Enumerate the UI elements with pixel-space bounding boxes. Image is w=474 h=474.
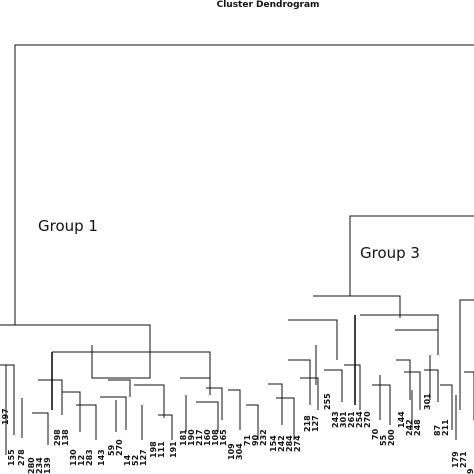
- leaf-label: 270: [363, 411, 372, 428]
- leaf-label: 232: [259, 429, 268, 446]
- leaf-label: 70: [371, 428, 380, 440]
- leaf-label: 154: [269, 435, 278, 452]
- leaf-label: 283: [85, 449, 94, 466]
- leaf-label: 14: [123, 454, 132, 466]
- leaf-labels: 197 155 278 280 234 139 298 138 130 12 2…: [1, 393, 474, 474]
- leaf-label: 234: [35, 457, 44, 474]
- group1-sub-c: [91, 345, 151, 379]
- leaf-label: 127: [139, 449, 148, 466]
- leaf-label: 200: [387, 429, 396, 446]
- leaf-label: 298: [53, 429, 62, 446]
- leaf-label: 271: [459, 451, 468, 468]
- group3-branch: [349, 215, 474, 296]
- group3-cluster: [313, 295, 401, 318]
- leaf-label: 130: [69, 449, 78, 466]
- leaf-label: 274: [293, 435, 302, 452]
- leaf-label: 190: [187, 429, 196, 446]
- group-1-label: Group 1: [38, 217, 98, 235]
- leaf-label: 87: [433, 425, 442, 436]
- leaf-label: 111: [157, 441, 166, 458]
- leaf-label: 255: [323, 393, 332, 410]
- root-branch: [14, 44, 474, 325]
- leaf-label: 127: [311, 415, 320, 432]
- leaf-label: 55: [379, 434, 388, 446]
- leaf-label: 254: [355, 411, 364, 428]
- leaf-label: 9: [466, 468, 474, 474]
- leaf-label: 143: [97, 449, 106, 466]
- leaf-label: 301: [339, 411, 348, 428]
- leaf-label: 12: [77, 455, 86, 466]
- leaf-label: 242: [277, 435, 286, 452]
- leaf-brackets: [0, 345, 474, 455]
- leaf-label: 304: [235, 443, 244, 460]
- leaf-label: 278: [17, 449, 26, 466]
- leaf-label: 242: [405, 419, 414, 436]
- leaf-label: 261: [347, 411, 356, 428]
- group1-sub-a: [52, 351, 211, 378]
- leaf-label: 191: [169, 441, 178, 458]
- leaf-label: 52: [131, 455, 140, 466]
- leaf-label: 165: [219, 429, 228, 446]
- group1-cluster: [0, 324, 151, 352]
- leaf-label: 108: [211, 429, 220, 446]
- leaf-label: 179: [451, 451, 460, 468]
- leaf-label: 301: [423, 393, 432, 410]
- leaf-label: 59: [107, 444, 116, 456]
- leaf-label: 218: [303, 415, 312, 432]
- leaf-label: 71: [243, 434, 252, 446]
- group-3-label: Group 3: [360, 244, 420, 262]
- leaf-label: 198: [149, 441, 158, 458]
- leaf-label: 90: [251, 434, 260, 446]
- leaf-label: 155: [7, 449, 16, 466]
- group3-sub-c: [395, 329, 439, 355]
- leaf-label: 144: [397, 411, 406, 428]
- leaf-label: 138: [61, 429, 70, 446]
- leaf-label: 243: [331, 411, 340, 428]
- leaf-label: 248: [413, 419, 422, 436]
- group3-sub-a: [288, 319, 338, 360]
- leaf-label: 217: [195, 429, 204, 446]
- leaf-label: 280: [27, 457, 36, 474]
- leaf-label: 181: [179, 429, 188, 446]
- leaf-label: 211: [441, 419, 450, 436]
- leaf-label: 160: [203, 429, 212, 446]
- dendrogram-branches: [0, 44, 474, 410]
- leaf-label: 139: [43, 457, 52, 474]
- chart-title: Cluster Dendrogram: [217, 0, 320, 10]
- right-edge-branch: [459, 299, 474, 410]
- leaf-label: 197: [1, 408, 10, 425]
- leaf-label: 270: [115, 439, 124, 456]
- leaf-label: 109: [227, 443, 236, 460]
- leaf-label: 284: [285, 435, 294, 452]
